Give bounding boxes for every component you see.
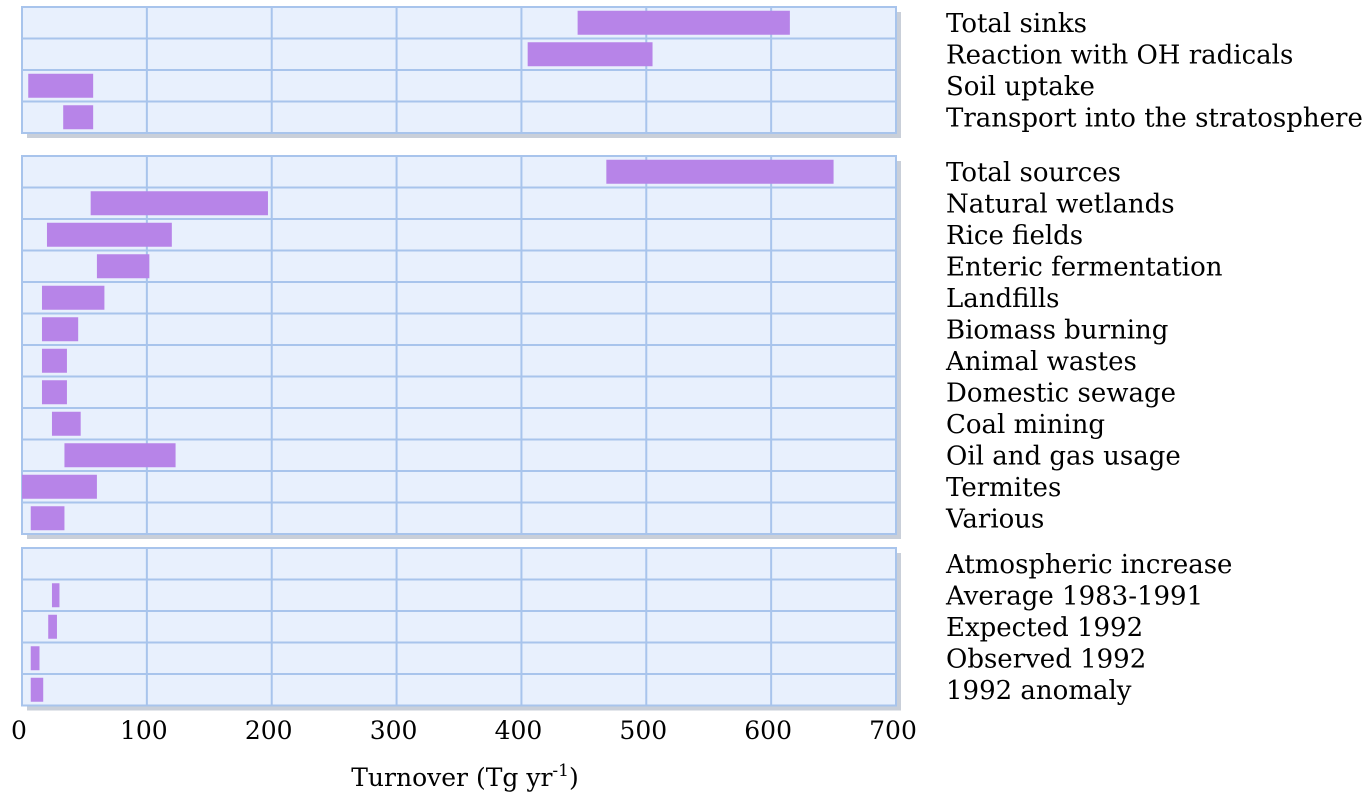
- category-label: Animal wastes: [945, 347, 1137, 377]
- category-label: Coal mining: [946, 410, 1105, 440]
- category-label: Observed 1992: [946, 644, 1146, 674]
- panel-3: [21, 547, 897, 707]
- bar: [41, 348, 67, 373]
- x-axis-title: Turnover (Tg yr-1): [351, 761, 578, 792]
- bar: [606, 159, 834, 184]
- category-label: Atmospheric increase: [945, 550, 1232, 580]
- bar: [22, 474, 97, 499]
- x-axis-title-superscript: -1: [552, 761, 569, 781]
- bar: [577, 10, 790, 35]
- x-tick-labels-layer: 0 100 200 300 400 500 600 700: [11, 716, 917, 745]
- category-label: 1992 anomaly: [946, 676, 1132, 706]
- x-axis-title-text: Turnover (Tg yr: [351, 763, 552, 792]
- category-label: Various: [945, 504, 1044, 534]
- category-label: Expected 1992: [946, 613, 1143, 643]
- category-label: Rice fields: [946, 221, 1083, 251]
- panels-layer: [21, 6, 901, 711]
- bar: [41, 285, 105, 310]
- bar: [46, 222, 172, 247]
- category-label: Total sources: [946, 158, 1121, 188]
- bar: [64, 443, 176, 468]
- category-label: Natural wetlands: [946, 189, 1175, 219]
- bar: [30, 646, 40, 671]
- bar: [90, 191, 268, 216]
- bar: [30, 506, 65, 531]
- x-tick-label: 600: [744, 716, 792, 745]
- bar: [30, 677, 44, 702]
- x-tick-label: 100: [120, 716, 168, 745]
- x-tick-label: 500: [619, 716, 667, 745]
- category-label: Oil and gas usage: [946, 441, 1181, 471]
- x-tick-label: 200: [245, 716, 293, 745]
- category-label: Soil uptake: [946, 72, 1095, 102]
- category-label: Biomass burning: [946, 315, 1168, 345]
- bar: [63, 105, 94, 130]
- x-tick-label: 0: [11, 716, 27, 745]
- bar: [48, 614, 57, 639]
- x-tick-label: 700: [869, 716, 917, 745]
- x-tick-label: 400: [495, 716, 543, 745]
- category-label: Transport into the stratosphere: [946, 103, 1363, 133]
- bar: [41, 380, 67, 405]
- category-label: Total sinks: [946, 9, 1087, 39]
- bar: [28, 73, 94, 98]
- x-tick-label: 300: [370, 716, 418, 745]
- category-label: Enteric fermentation: [946, 252, 1223, 282]
- bars-layer: [22, 10, 834, 702]
- bar: [51, 583, 60, 608]
- bar: [96, 254, 150, 279]
- category-label: Landfills: [946, 284, 1059, 314]
- category-label: Domestic sewage: [946, 378, 1176, 408]
- bar: [41, 317, 79, 342]
- category-label: Reaction with OH radicals: [946, 40, 1293, 70]
- category-label: Average 1983-1991: [945, 581, 1203, 611]
- x-axis-title-suffix: ): [569, 763, 579, 792]
- category-label: Termites: [946, 473, 1061, 503]
- bar: [51, 411, 81, 436]
- bar: [527, 42, 653, 67]
